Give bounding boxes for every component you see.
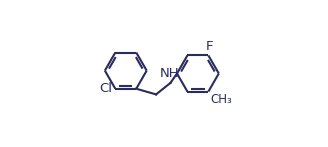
Text: NH: NH bbox=[160, 67, 180, 80]
Text: F: F bbox=[205, 40, 213, 53]
Text: CH₃: CH₃ bbox=[211, 93, 232, 106]
Text: Cl: Cl bbox=[100, 82, 113, 95]
